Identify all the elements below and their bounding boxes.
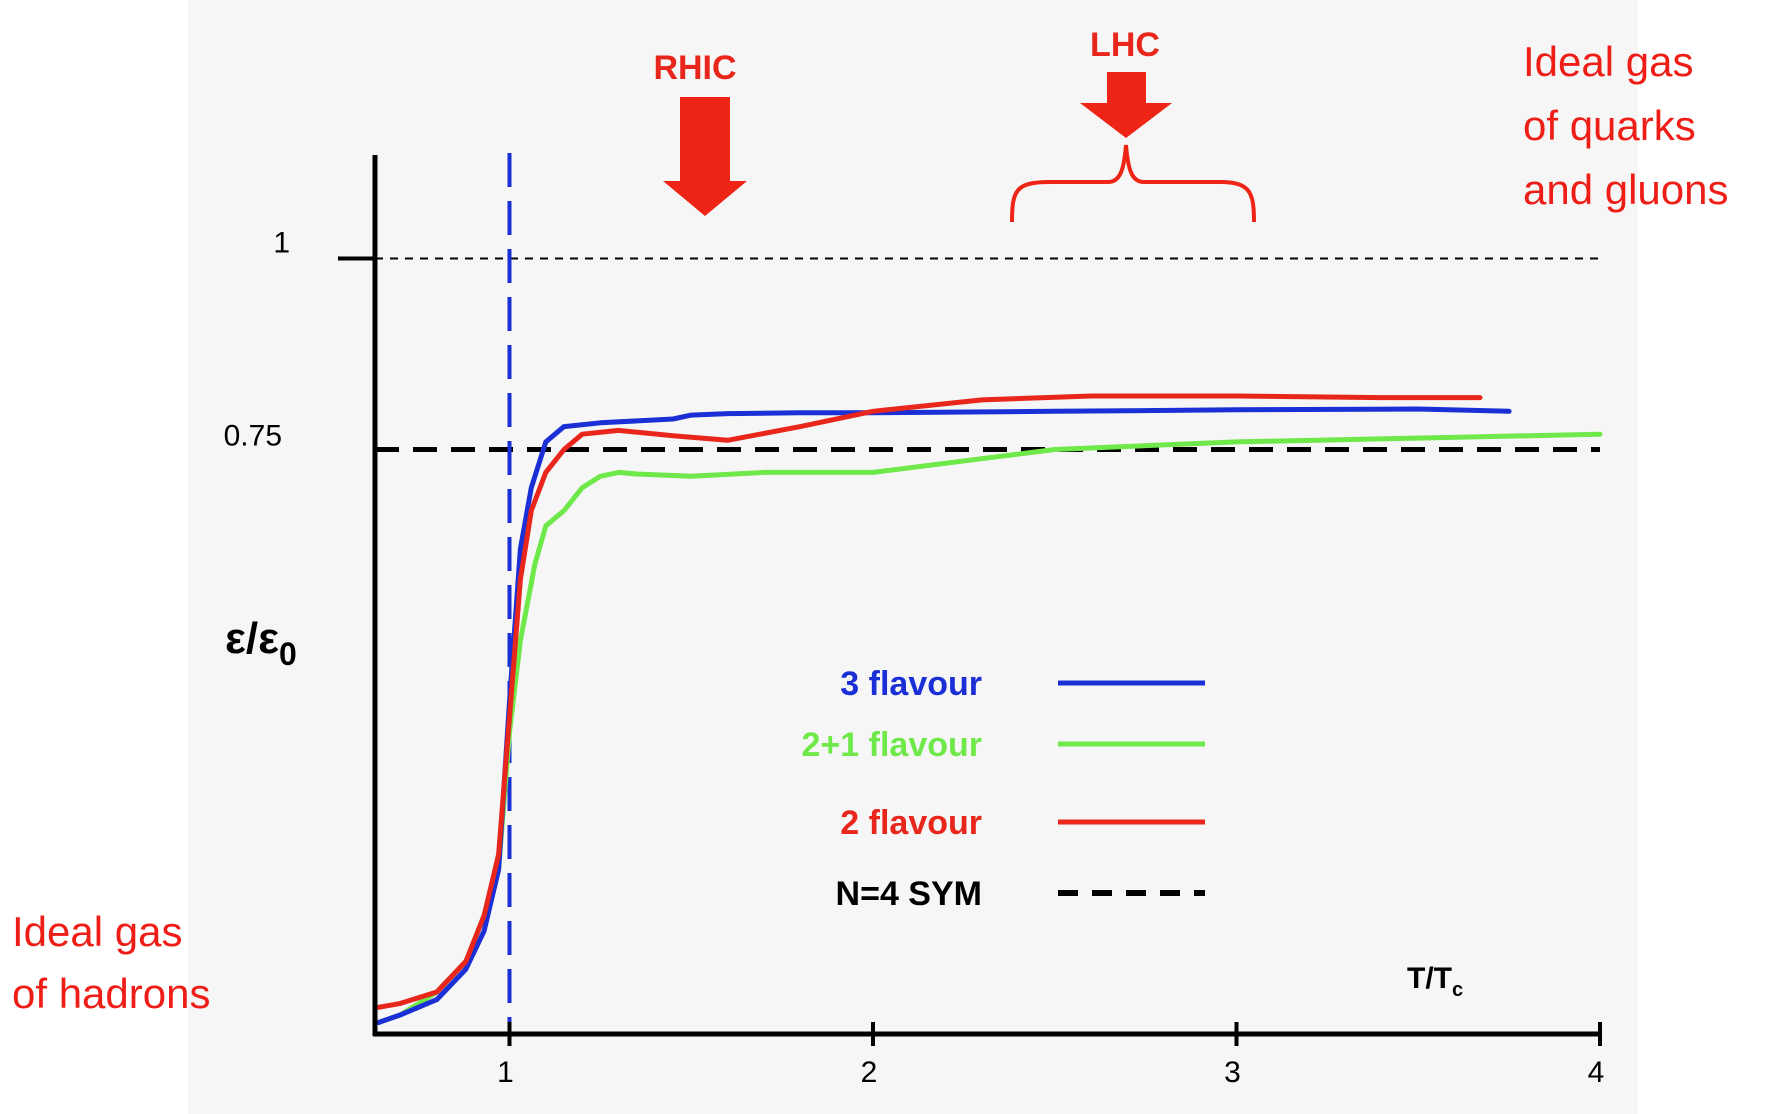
rhic-label: RHIC <box>653 49 736 87</box>
x-tick-label-2: 2 <box>861 1056 878 1089</box>
y-tick-label-2: 0.75 <box>224 420 282 453</box>
y-axis-label: ε/ε0 <box>225 614 297 672</box>
x-axis-label: T/Tc <box>1407 962 1463 1001</box>
legend-label-3: 2 flavour <box>840 804 982 842</box>
y-axis-label-sub: 0 <box>279 636 297 672</box>
legend: 3 flavour 2+1 flavour 2 flavour N=4 SYM <box>802 665 1205 913</box>
series-line-2-flavour <box>376 393 1483 1010</box>
qgp-annotation-line-2: of quarks <box>1523 102 1696 149</box>
series-line-2-1-flavour <box>376 431 1603 1025</box>
qgp-annotation-line-1: Ideal gas <box>1523 38 1693 85</box>
legend-label-4: N=4 SYM <box>836 875 982 913</box>
qgp-annotation: Ideal gas of quarks and gluons <box>1523 38 1729 213</box>
x-tick-label-1: 1 <box>497 1056 514 1089</box>
y-tick-label-1: 1 <box>273 227 290 260</box>
lhc-arrow-icon <box>1080 72 1172 138</box>
tick-layer: 1 2 3 4 1 0.75 <box>224 227 1605 1089</box>
chart-background <box>188 0 1638 1114</box>
y-axis-label-main: ε/ε <box>225 614 279 663</box>
hadron-annotation: Ideal gas of hadrons <box>12 908 210 1017</box>
x-tick-label-3: 3 <box>1224 1056 1241 1089</box>
lhc-label: LHC <box>1090 26 1160 64</box>
x-axis-label-main: T/T <box>1407 962 1452 995</box>
x-axis-label-sub: c <box>1452 979 1463 1001</box>
legend-label-2: 2+1 flavour <box>802 726 982 764</box>
rhic-arrow-icon <box>663 97 747 216</box>
legend-label-1: 3 flavour <box>840 665 982 703</box>
lhc-range-brace-icon <box>1010 144 1256 223</box>
x-tick-label-4: 4 <box>1588 1056 1605 1089</box>
hadron-annotation-line-2: of hadrons <box>12 970 210 1017</box>
series-line-3-flavour <box>376 406 1512 1025</box>
series-layer <box>376 393 1603 1025</box>
qgp-annotation-line-3: and gluons <box>1523 166 1729 213</box>
hadron-annotation-line-1: Ideal gas <box>12 908 182 955</box>
